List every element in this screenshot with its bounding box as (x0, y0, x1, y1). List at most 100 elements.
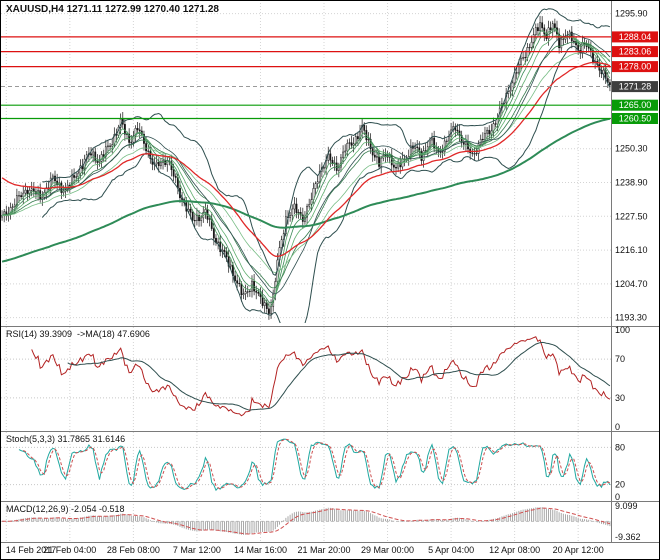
candle-up (113, 134, 116, 145)
price-axis-label: 1227.50 (615, 211, 648, 221)
time-axis-label[interactable]: 12 Apr 08:00 (489, 545, 540, 555)
candle-down (494, 123, 497, 125)
candle-down (356, 136, 359, 140)
ma-fan-line (1, 27, 611, 307)
candle-down (20, 195, 23, 198)
candle-down (268, 308, 270, 314)
candle-up (291, 208, 294, 216)
time-axis-label[interactable]: 21 Feb 04:00 (43, 545, 96, 555)
candle-down (212, 228, 215, 239)
rsi-panel[interactable] (31, 336, 611, 417)
candle-up (130, 141, 133, 143)
candle-up (424, 150, 427, 152)
resistance-price-badge-label: 1283.06 (619, 47, 652, 57)
candle-up (532, 34, 535, 43)
candle-down (191, 212, 194, 221)
candle-up (208, 218, 211, 220)
bollinger-lower-band (41, 45, 611, 323)
candle-up (380, 157, 383, 167)
time-axis-label[interactable]: 28 Feb 08:00 (107, 545, 160, 555)
time-axis-label[interactable]: 29 Mar 00:00 (361, 545, 414, 555)
candle-down (329, 153, 332, 161)
candle-down (26, 189, 29, 195)
candle-down (225, 251, 228, 257)
candle-up (551, 23, 554, 30)
time-axis-label[interactable]: 21 Mar 20:00 (297, 545, 350, 555)
candle-down (234, 275, 236, 281)
candle-down (240, 283, 243, 295)
stoch-panel[interactable] (18, 438, 611, 492)
candle-up (520, 58, 522, 65)
candle-up (107, 145, 109, 148)
candle-up (475, 153, 478, 155)
macd-panel[interactable] (2, 507, 611, 535)
candle-up (242, 293, 245, 296)
time-axis-label[interactable]: 7 Mar 12:00 (173, 545, 221, 555)
candle-down (335, 162, 338, 171)
candle-down (174, 175, 177, 178)
ma-fan-line (1, 29, 611, 304)
price-axis-label: 1204.70 (615, 279, 648, 289)
candle-up (473, 153, 476, 155)
candle-up (289, 215, 292, 218)
candle-down (193, 220, 196, 222)
candle-down (73, 175, 75, 178)
time-axis-label[interactable]: 14 Mar 16:00 (234, 545, 287, 555)
candle-up (18, 195, 20, 197)
candle-up (166, 160, 169, 165)
resistance-price-badge (612, 31, 658, 43)
time-axis-label[interactable]: 5 Apr 04:00 (428, 545, 474, 555)
support-price-badge-label: 1260.50 (619, 114, 652, 124)
candle-down (558, 33, 561, 49)
candle-up (246, 291, 249, 293)
time-axis-label[interactable]: 14 Feb 2017 (6, 545, 57, 555)
candle-down (124, 124, 126, 135)
candle-up (517, 64, 520, 74)
support-price-badge-label: 1265.00 (619, 100, 652, 110)
candle-down (471, 152, 474, 154)
candle-up (13, 204, 16, 208)
current-price-badge-label: 1271.28 (619, 82, 652, 92)
stoch-scale-label: 0 (615, 492, 620, 502)
price-panel[interactable] (1, 8, 611, 343)
candle-down (198, 215, 200, 222)
candle-up (534, 27, 537, 35)
candle-down (609, 82, 611, 86)
candle-up (22, 192, 25, 198)
candle-up (560, 38, 563, 49)
candle-down (323, 167, 325, 169)
time-axis-label[interactable]: 20 Apr 12:00 (553, 545, 604, 555)
candle-down (549, 27, 552, 30)
candle-up (486, 129, 488, 134)
candle-up (562, 38, 565, 40)
candle-up (155, 161, 158, 165)
candle-up (528, 47, 531, 49)
candle-down (172, 169, 175, 177)
stoch-scale-label: 80 (615, 442, 625, 452)
candle-up (479, 138, 482, 145)
candle-up (431, 137, 433, 141)
slow-ma-line (1, 117, 611, 263)
price-axis-label: 1216.10 (615, 245, 648, 255)
candle-up (251, 280, 253, 292)
candle-up (270, 306, 272, 314)
candle-up (441, 151, 444, 153)
candle-down (115, 134, 118, 136)
resistance-price-badge (612, 61, 658, 73)
candle-down (537, 27, 539, 32)
candle-up (134, 128, 137, 137)
candle-down (420, 151, 423, 161)
candle-down (189, 208, 192, 213)
rsi-line (31, 336, 611, 417)
candle-down (301, 214, 304, 222)
candle-up (414, 146, 416, 149)
rsi-scale-label: 100 (615, 325, 630, 335)
candle-up (41, 197, 44, 200)
candle-up (196, 215, 198, 221)
candle-up (244, 291, 247, 294)
candle-up (344, 150, 347, 153)
candle-down (149, 150, 152, 160)
candle-up (28, 190, 31, 195)
candle-down (138, 129, 141, 132)
